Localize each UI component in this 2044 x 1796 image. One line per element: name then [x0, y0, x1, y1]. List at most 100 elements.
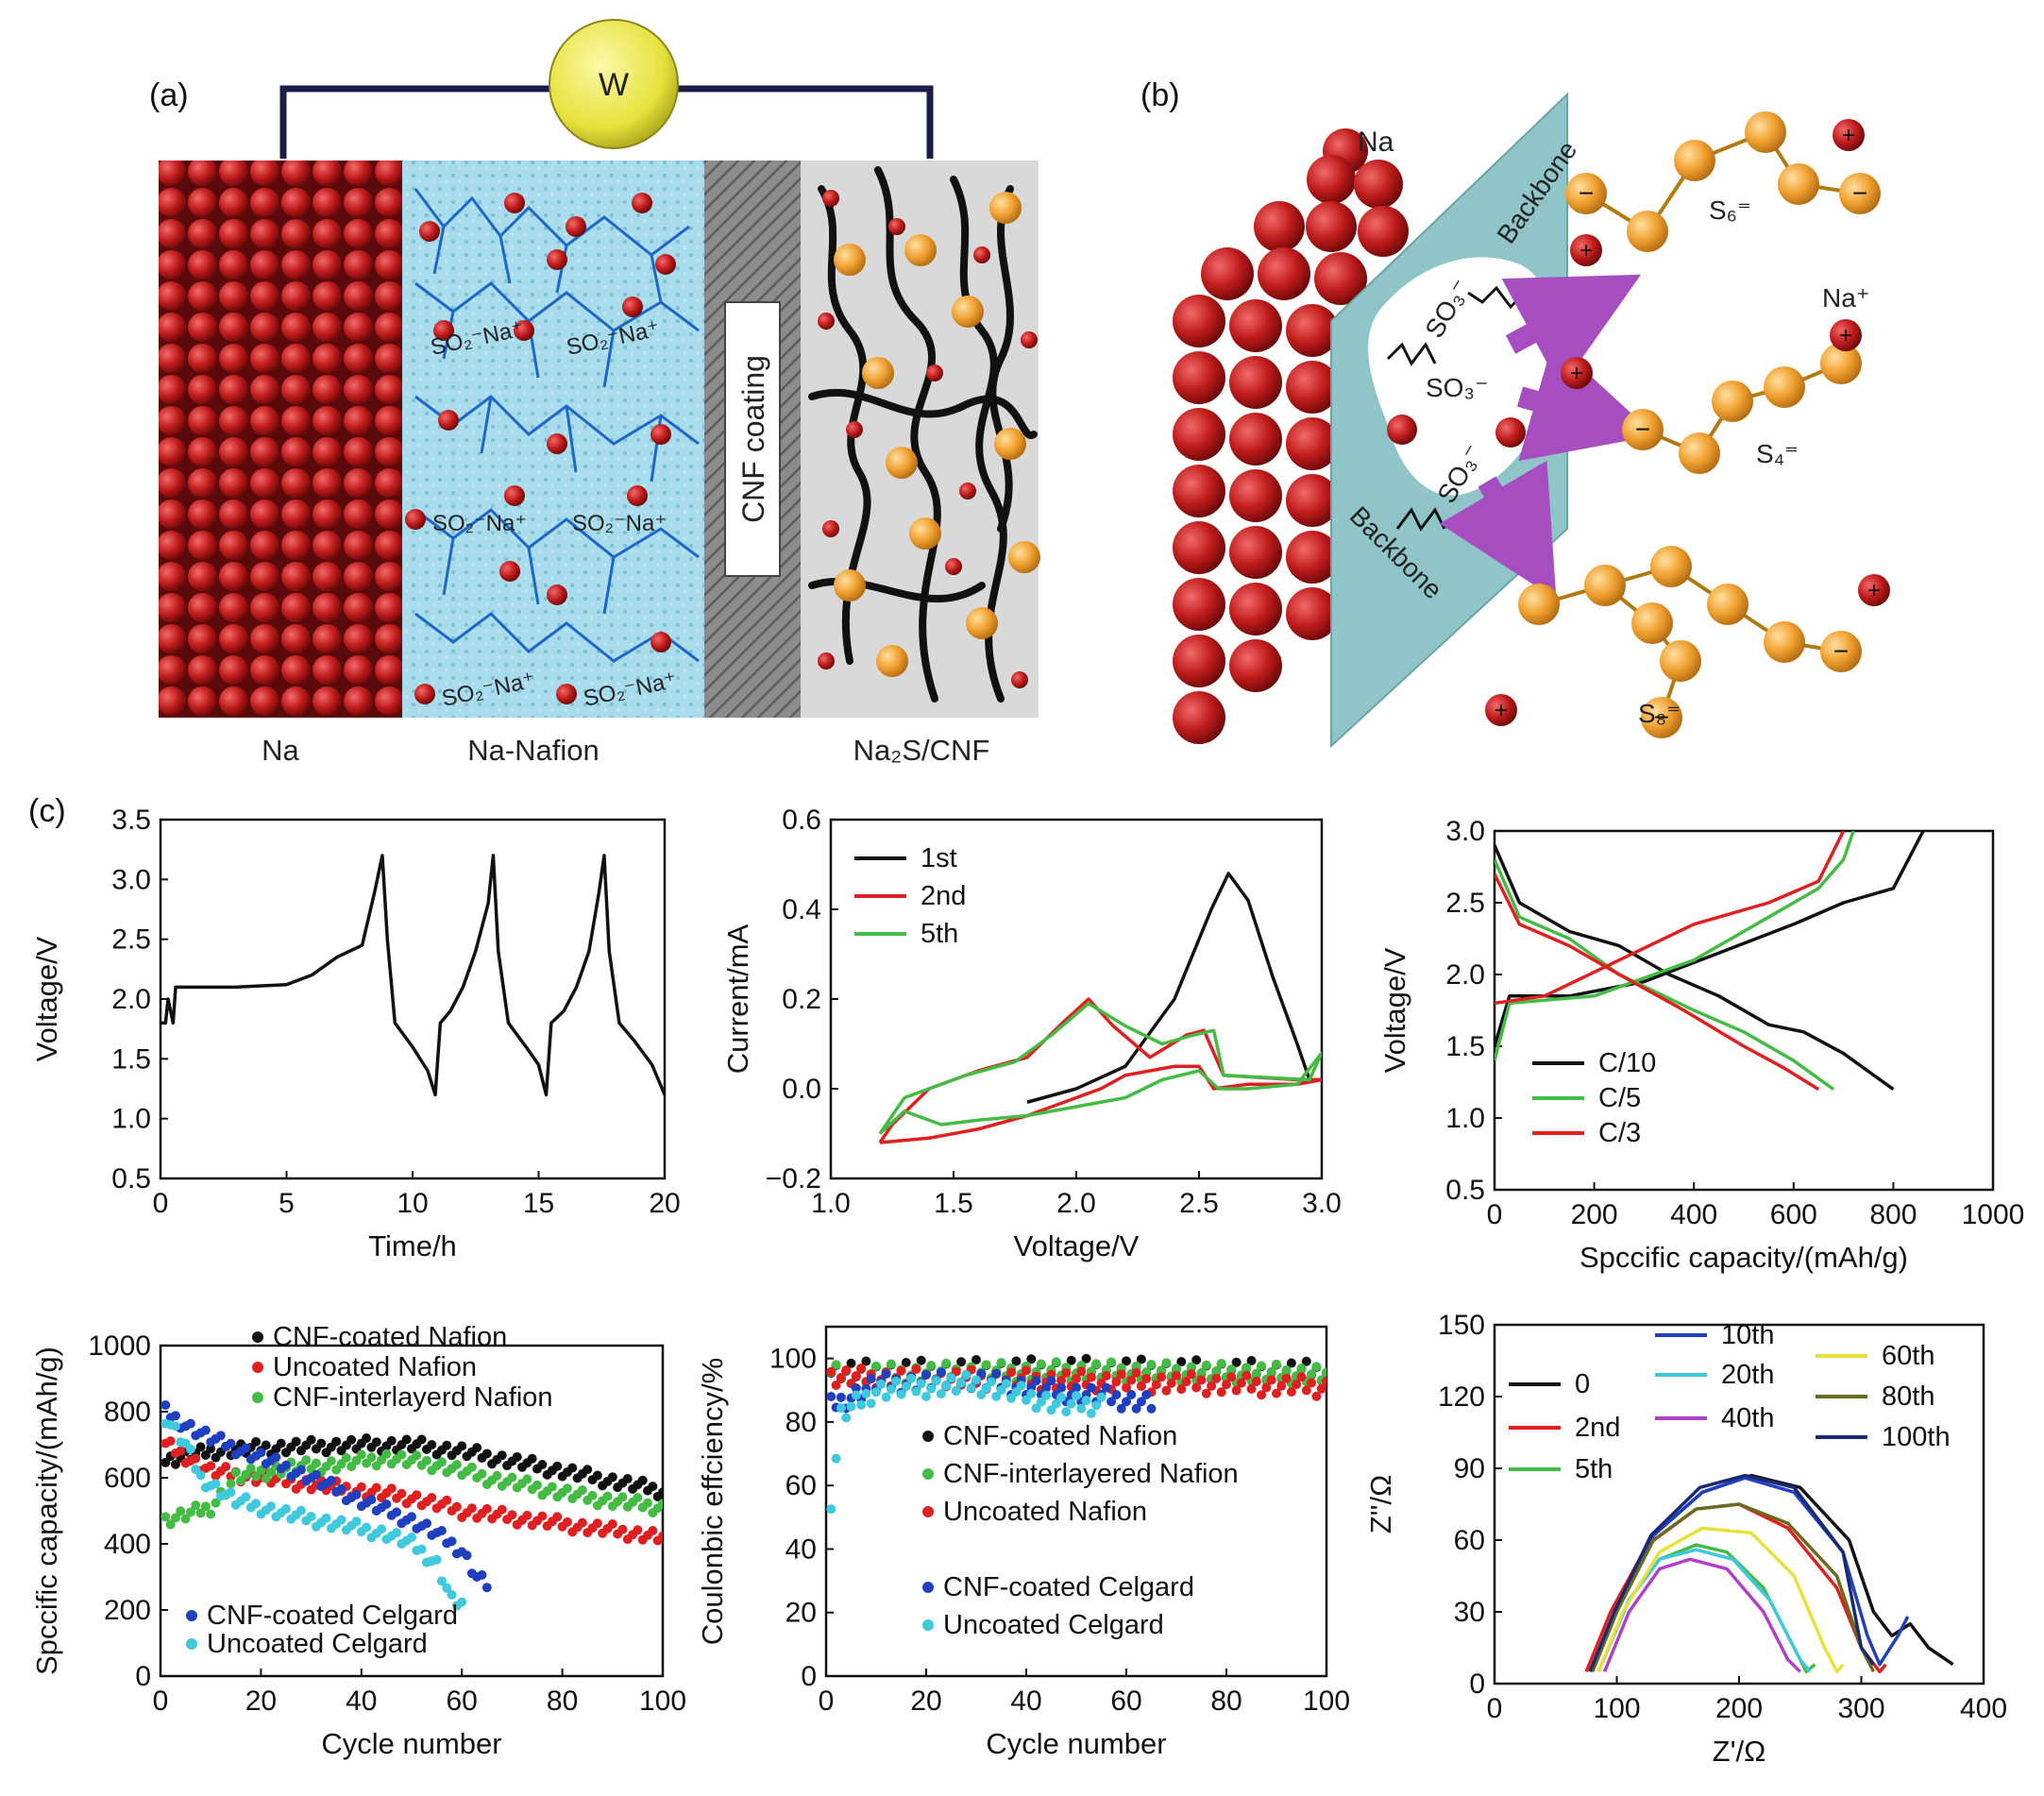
- data-point: [1211, 1365, 1222, 1376]
- data-point: [326, 1475, 336, 1485]
- data-point: [941, 1358, 952, 1368]
- data-point: [211, 1479, 221, 1489]
- data-point: [1056, 1392, 1067, 1402]
- chain-charge-1: −: [1579, 178, 1594, 208]
- data-point: [527, 1453, 537, 1464]
- y-tick-label: 1.5: [111, 1043, 151, 1075]
- legend-label: CNF-coated Celgard: [207, 1601, 458, 1631]
- pore-na-ions: [1387, 415, 1526, 448]
- data-point: [1122, 1397, 1131, 1407]
- data-point: [836, 1372, 846, 1382]
- legend-label: Uncoated Nafion: [273, 1352, 477, 1382]
- data-point: [1307, 1369, 1317, 1380]
- data-point: [447, 1589, 457, 1600]
- data-point: [911, 1364, 921, 1374]
- data-point: [206, 1444, 216, 1454]
- data-point: [951, 1385, 961, 1396]
- data-point: [170, 1459, 180, 1469]
- data-point: [1072, 1391, 1081, 1401]
- y-tick-label: 0: [801, 1661, 817, 1692]
- data-point: [1016, 1381, 1026, 1391]
- data-point: [386, 1483, 397, 1494]
- carbon-nanofibers: [808, 166, 1038, 703]
- data-point: [866, 1398, 876, 1409]
- data-point: [492, 1470, 502, 1481]
- data-point: [836, 1392, 846, 1402]
- data-point: [241, 1443, 251, 1453]
- x-tick-label: 100: [639, 1686, 686, 1717]
- data-point: [587, 1490, 598, 1500]
- legend-label: 10th: [1721, 1320, 1774, 1350]
- legend-label: C/5: [1598, 1083, 1641, 1113]
- sulfonate-label-4: SO₂⁻Na⁺: [572, 511, 667, 536]
- legend-label: 60th: [1882, 1341, 1934, 1371]
- data-point: [1246, 1383, 1257, 1394]
- data-point: [1251, 1376, 1261, 1386]
- data-point: [462, 1550, 472, 1561]
- polysulfide-s4-label: S₄⁼: [1756, 439, 1799, 468]
- data-point: [1201, 1360, 1211, 1370]
- data-point: [427, 1493, 437, 1502]
- data-point: [1266, 1375, 1276, 1385]
- data-point: [896, 1365, 906, 1376]
- sulfonate-2: SO₃⁻: [1426, 373, 1489, 402]
- data-point: [1296, 1364, 1307, 1374]
- y-tick-label: 90: [1454, 1453, 1485, 1484]
- legend-swatch: [186, 1638, 197, 1650]
- data-point: [1231, 1357, 1242, 1367]
- data-point: [160, 1457, 171, 1467]
- data-point: [648, 1482, 658, 1492]
- legend-label: 1st: [921, 843, 957, 873]
- y-tick-label: 80: [786, 1407, 817, 1438]
- data-point: [1141, 1389, 1152, 1399]
- data-point: [1006, 1367, 1017, 1378]
- data-point: [311, 1458, 321, 1468]
- data-point: [472, 1443, 482, 1453]
- data-point: [1276, 1381, 1287, 1391]
- panel-b: (b) Na Backbone Backbone SO₃⁻ SO₃⁻ S: [1140, 77, 1890, 749]
- data-point: [926, 1383, 937, 1394]
- data-point: [241, 1469, 251, 1480]
- data-point: [1281, 1364, 1292, 1375]
- data-point: [906, 1373, 917, 1383]
- legend: 1st 2nd 5th: [854, 843, 966, 949]
- data-point: [1286, 1387, 1296, 1398]
- data-point: [1036, 1397, 1046, 1407]
- data-point: [351, 1489, 362, 1499]
- data-point: [1116, 1369, 1126, 1380]
- data-point: [226, 1438, 236, 1449]
- y-tick-label: 1.5: [1445, 1031, 1485, 1062]
- y-tick-label: 3.0: [111, 864, 151, 895]
- data-point: [215, 1431, 226, 1441]
- data-point: [567, 1463, 578, 1473]
- data-point: [1022, 1395, 1031, 1405]
- plot-area: [160, 854, 665, 1097]
- data-point: [1161, 1358, 1172, 1368]
- data-point: [1157, 1365, 1167, 1376]
- data-point: [607, 1472, 617, 1483]
- y-tick-label: 2.0: [111, 984, 151, 1015]
- data-point: [1106, 1357, 1117, 1367]
- x-tick-label: 2.0: [1056, 1188, 1096, 1219]
- series-line: [878, 1002, 1322, 1135]
- data-point: [896, 1389, 906, 1399]
- plot-frame: [159, 818, 667, 1180]
- data-point: [826, 1392, 836, 1401]
- data-point: [996, 1358, 1006, 1368]
- data-point: [1046, 1376, 1056, 1386]
- data-point: [911, 1386, 921, 1397]
- data-point: [1131, 1367, 1141, 1378]
- series-line: [1495, 873, 1820, 1092]
- chart-voltage-time: 0 5 10 15 20 0.5 1.0 1.5 2.0 2.5 3.0 3.5 Time/h Volta…: [30, 805, 681, 1262]
- data-point: [477, 1569, 487, 1580]
- data-point: [442, 1583, 452, 1593]
- x-tick-label: 5: [279, 1188, 295, 1219]
- legend-label: 0: [1575, 1369, 1590, 1399]
- data-point: [1086, 1372, 1096, 1382]
- data-point: [1251, 1368, 1261, 1379]
- x-tick-label: 20: [649, 1188, 680, 1219]
- data-point: [966, 1382, 976, 1393]
- x-tick-label: 40: [1010, 1686, 1041, 1717]
- legend-label: CNF-coated Nafion: [943, 1421, 1177, 1451]
- y-axis-label: Current/mA: [721, 923, 754, 1074]
